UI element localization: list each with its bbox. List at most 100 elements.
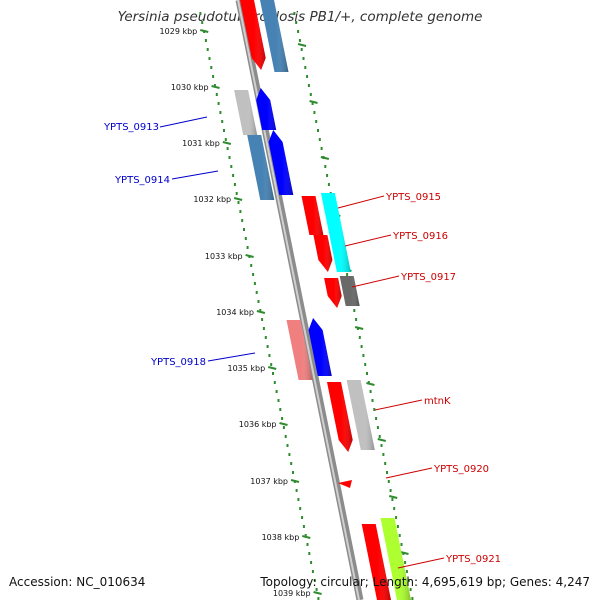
scale-dot: [257, 300, 260, 303]
map-title: Yersinia pseudotuberculosis PB1/+, compl…: [117, 9, 483, 25]
scale-dot: [246, 246, 249, 249]
scale-dot: [309, 93, 312, 96]
gene-callout[interactable]: mtnK: [374, 396, 451, 411]
scale-dot: [310, 561, 313, 564]
scale-tick-label: 1037 kbp: [250, 477, 288, 486]
scale-dot: [389, 489, 392, 492]
gene-callout[interactable]: YPTS_0918: [150, 352, 256, 368]
scale-dot: [210, 66, 213, 69]
gene-callout[interactable]: YPTS_0916: [344, 231, 448, 247]
callout-leader: [337, 195, 385, 209]
scale-dot: [239, 210, 242, 213]
scale-dot: [224, 138, 227, 141]
scale-dot: [315, 120, 318, 123]
scale-tick-mark: [388, 495, 398, 499]
scale-dot: [281, 417, 284, 420]
scale-dot: [221, 120, 224, 123]
scale-dot: [346, 273, 349, 276]
callout-leader: [374, 399, 423, 411]
scale-dot: [270, 363, 273, 366]
scale-tick: 1039 kbp: [273, 589, 322, 598]
scale-dot: [288, 453, 291, 456]
gene-callout[interactable]: YPTS_0913: [103, 116, 208, 133]
scale-dot: [279, 408, 282, 411]
scale-tick: 1035 kbp: [228, 364, 277, 373]
callout-leader: [397, 557, 445, 569]
scale-dot: [355, 318, 358, 321]
gene-label[interactable]: YPTS_0921: [445, 554, 501, 565]
scale-dot: [308, 552, 311, 555]
gene-label[interactable]: YPTS_0916: [392, 231, 448, 242]
gene-label[interactable]: YPTS_0914: [114, 175, 170, 186]
scale-dot: [244, 237, 247, 240]
gene-label[interactable]: YPTS_0920: [433, 464, 489, 475]
scale-dot: [384, 462, 387, 465]
scale-dot: [393, 507, 396, 510]
gene-label[interactable]: YPTS_0917: [400, 272, 456, 283]
scale-dot: [311, 570, 314, 573]
gene-feature-shading: [286, 320, 313, 380]
genome-backbone-highlight: [237, 0, 360, 600]
scale-dot: [204, 39, 207, 42]
scale-dot: [362, 354, 365, 357]
scale-dot: [226, 147, 229, 150]
scale-dot: [243, 228, 245, 231]
scale-dot: [297, 498, 300, 501]
scale-dot: [391, 498, 394, 501]
scale-dot: [275, 390, 278, 393]
scale-dot: [300, 48, 303, 51]
scale-dot: [268, 354, 271, 357]
scale-dot: [266, 345, 269, 348]
gene-feature-shading: [346, 380, 375, 450]
scale-dot: [230, 165, 233, 168]
scale-tick-label: 1038 kbp: [262, 533, 300, 542]
gene-feature[interactable]: [338, 480, 352, 488]
scale-dot: [373, 408, 376, 411]
gene-feature-shading: [324, 278, 342, 308]
gene-callout[interactable]: YPTS_0915: [337, 192, 441, 209]
gene-callouts: YPTS_0913 YPTS_0914 YPTS_0915 YPTS_0916 …: [103, 116, 501, 569]
scale-dot: [326, 174, 329, 177]
scale-tick-label: 1031 kbp: [182, 139, 220, 148]
accession-text: Accession: NC_010634: [9, 575, 146, 589]
gene-label[interactable]: YPTS_0915: [385, 192, 441, 203]
scale-tick: 1036 kbp: [239, 420, 288, 429]
scale-tick: 1032 kbp: [193, 195, 243, 204]
scale-dot: [371, 399, 374, 402]
scale-dot: [199, 12, 202, 15]
scale-dot: [212, 75, 215, 78]
scale-tick: 1033 kbp: [205, 252, 254, 261]
scale-dot: [360, 345, 363, 348]
scale-tick-mark: [377, 438, 386, 442]
scale-dot: [295, 21, 298, 24]
gene-features: [234, 0, 411, 600]
scale-dot: [376, 426, 379, 429]
scale-tick: 1038 kbp: [262, 533, 311, 542]
gene-callout[interactable]: YPTS_0914: [114, 170, 219, 186]
gene-label[interactable]: mtnK: [424, 396, 451, 407]
scale-dot: [304, 66, 307, 69]
scale-tick-mark: [297, 43, 307, 47]
gene-feature-shading: [361, 524, 391, 600]
scale-tick: 1030 kbp: [171, 83, 220, 92]
gene-callout[interactable]: YPTS_0921: [397, 554, 501, 569]
scale-dot: [320, 147, 323, 150]
scale-tick-label: 1032 kbp: [193, 195, 231, 204]
gene-label[interactable]: YPTS_0913: [103, 122, 159, 133]
scale-tick-label: 1034 kbp: [216, 308, 254, 317]
scale-tick-mark: [320, 156, 330, 160]
gene-label[interactable]: YPTS_0918: [150, 357, 206, 368]
scale-tick: 1029 kbp: [160, 27, 209, 36]
gene-feature-shading: [268, 130, 294, 195]
scale-dot: [307, 84, 310, 87]
scale-dot: [366, 372, 368, 375]
scale-dot: [301, 516, 304, 519]
gene-callout[interactable]: YPTS_0917: [351, 272, 456, 288]
scale-dot: [358, 336, 361, 339]
gene-callout[interactable]: YPTS_0920: [385, 464, 489, 479]
scale-dot: [387, 480, 390, 483]
scale-dot: [297, 30, 300, 33]
gene-feature-shading: [260, 0, 289, 72]
scale-dot: [223, 129, 225, 132]
scale-dot: [272, 372, 274, 375]
